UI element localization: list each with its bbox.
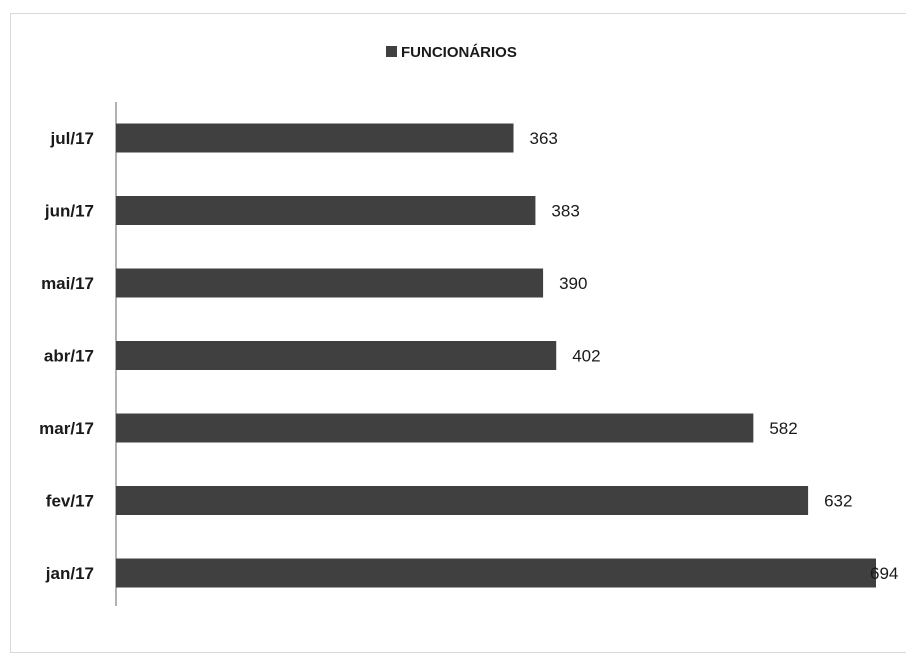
category-label: fev/17 (46, 492, 94, 511)
data-label: 402 (572, 347, 600, 366)
category-label: jan/17 (45, 564, 94, 583)
legend-label: FUNCIONÁRIOS (401, 44, 517, 61)
bar-mar-17 (116, 413, 754, 443)
bar-jul-17 (116, 123, 514, 153)
legend-swatch (386, 46, 397, 57)
bar-fev-17 (116, 486, 809, 515)
chart-area: FUNCIONÁRIOS jul/17 363 jun/17 383 mai/17 390… (10, 13, 906, 653)
bar-mai-17 (116, 268, 544, 298)
category-label: mai/17 (41, 274, 94, 293)
data-label: 363 (530, 129, 558, 148)
bar-jun-17 (116, 196, 536, 225)
data-label: 632 (824, 492, 852, 511)
category-label: jul/17 (50, 129, 94, 148)
legend: FUNCIONÁRIOS (386, 44, 517, 61)
category-label: jun/17 (44, 202, 94, 221)
bar-jan-17 (116, 558, 876, 588)
bar-abr-17 (116, 341, 557, 370)
data-label: 694 (870, 564, 898, 583)
bar-chart: FUNCIONÁRIOS jul/17 363 jun/17 383 mai/17 390… (39, 44, 898, 606)
category-label: mar/17 (39, 419, 94, 438)
data-label: 383 (551, 202, 579, 221)
category-label: abr/17 (44, 347, 94, 366)
data-label: 582 (769, 419, 797, 438)
data-label: 390 (559, 274, 587, 293)
